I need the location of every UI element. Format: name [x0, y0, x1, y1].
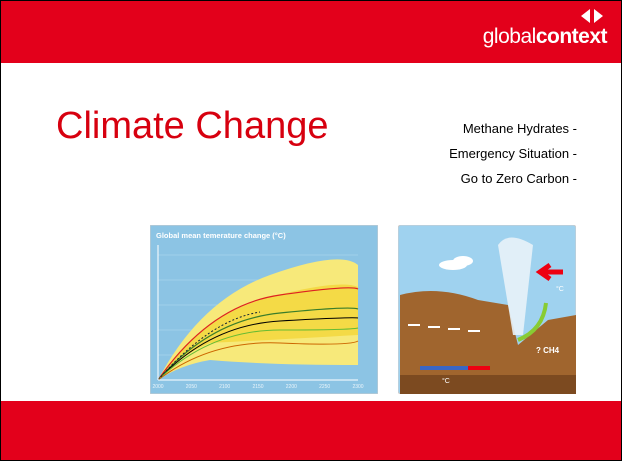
temperature-image: Global mean temerature change (°C) 2000 2…: [150, 225, 378, 394]
bullet: Methane Hydrates -: [462, 121, 577, 136]
x-label: 2300: [352, 384, 363, 390]
image-label: ? CH4: [536, 346, 560, 355]
x-label: 2050: [186, 384, 197, 390]
x-label: 2200: [286, 384, 297, 390]
slide-title: Climate Change: [56, 105, 329, 147]
bullet: Emergency Situation -: [449, 146, 577, 161]
bottom-band: [1, 401, 621, 460]
logo-arrows: [581, 9, 603, 23]
image-label: °C: [556, 285, 564, 293]
image-title: Global mean temerature change (°C): [156, 231, 286, 240]
logo: globalcontext: [482, 25, 608, 49]
x-label: 2150: [252, 384, 263, 390]
x-label: 2100: [219, 384, 230, 390]
x-label: 2250: [319, 384, 330, 390]
methane-image: °C ? CH4 °C: [398, 225, 576, 394]
image-label: °C: [442, 377, 450, 385]
logo-bold: context: [535, 25, 608, 48]
bullet: Go to Zero Carbon -: [460, 171, 577, 186]
top-band: [1, 1, 621, 63]
x-label: 2000: [152, 384, 163, 390]
logo-light: global: [482, 25, 537, 48]
